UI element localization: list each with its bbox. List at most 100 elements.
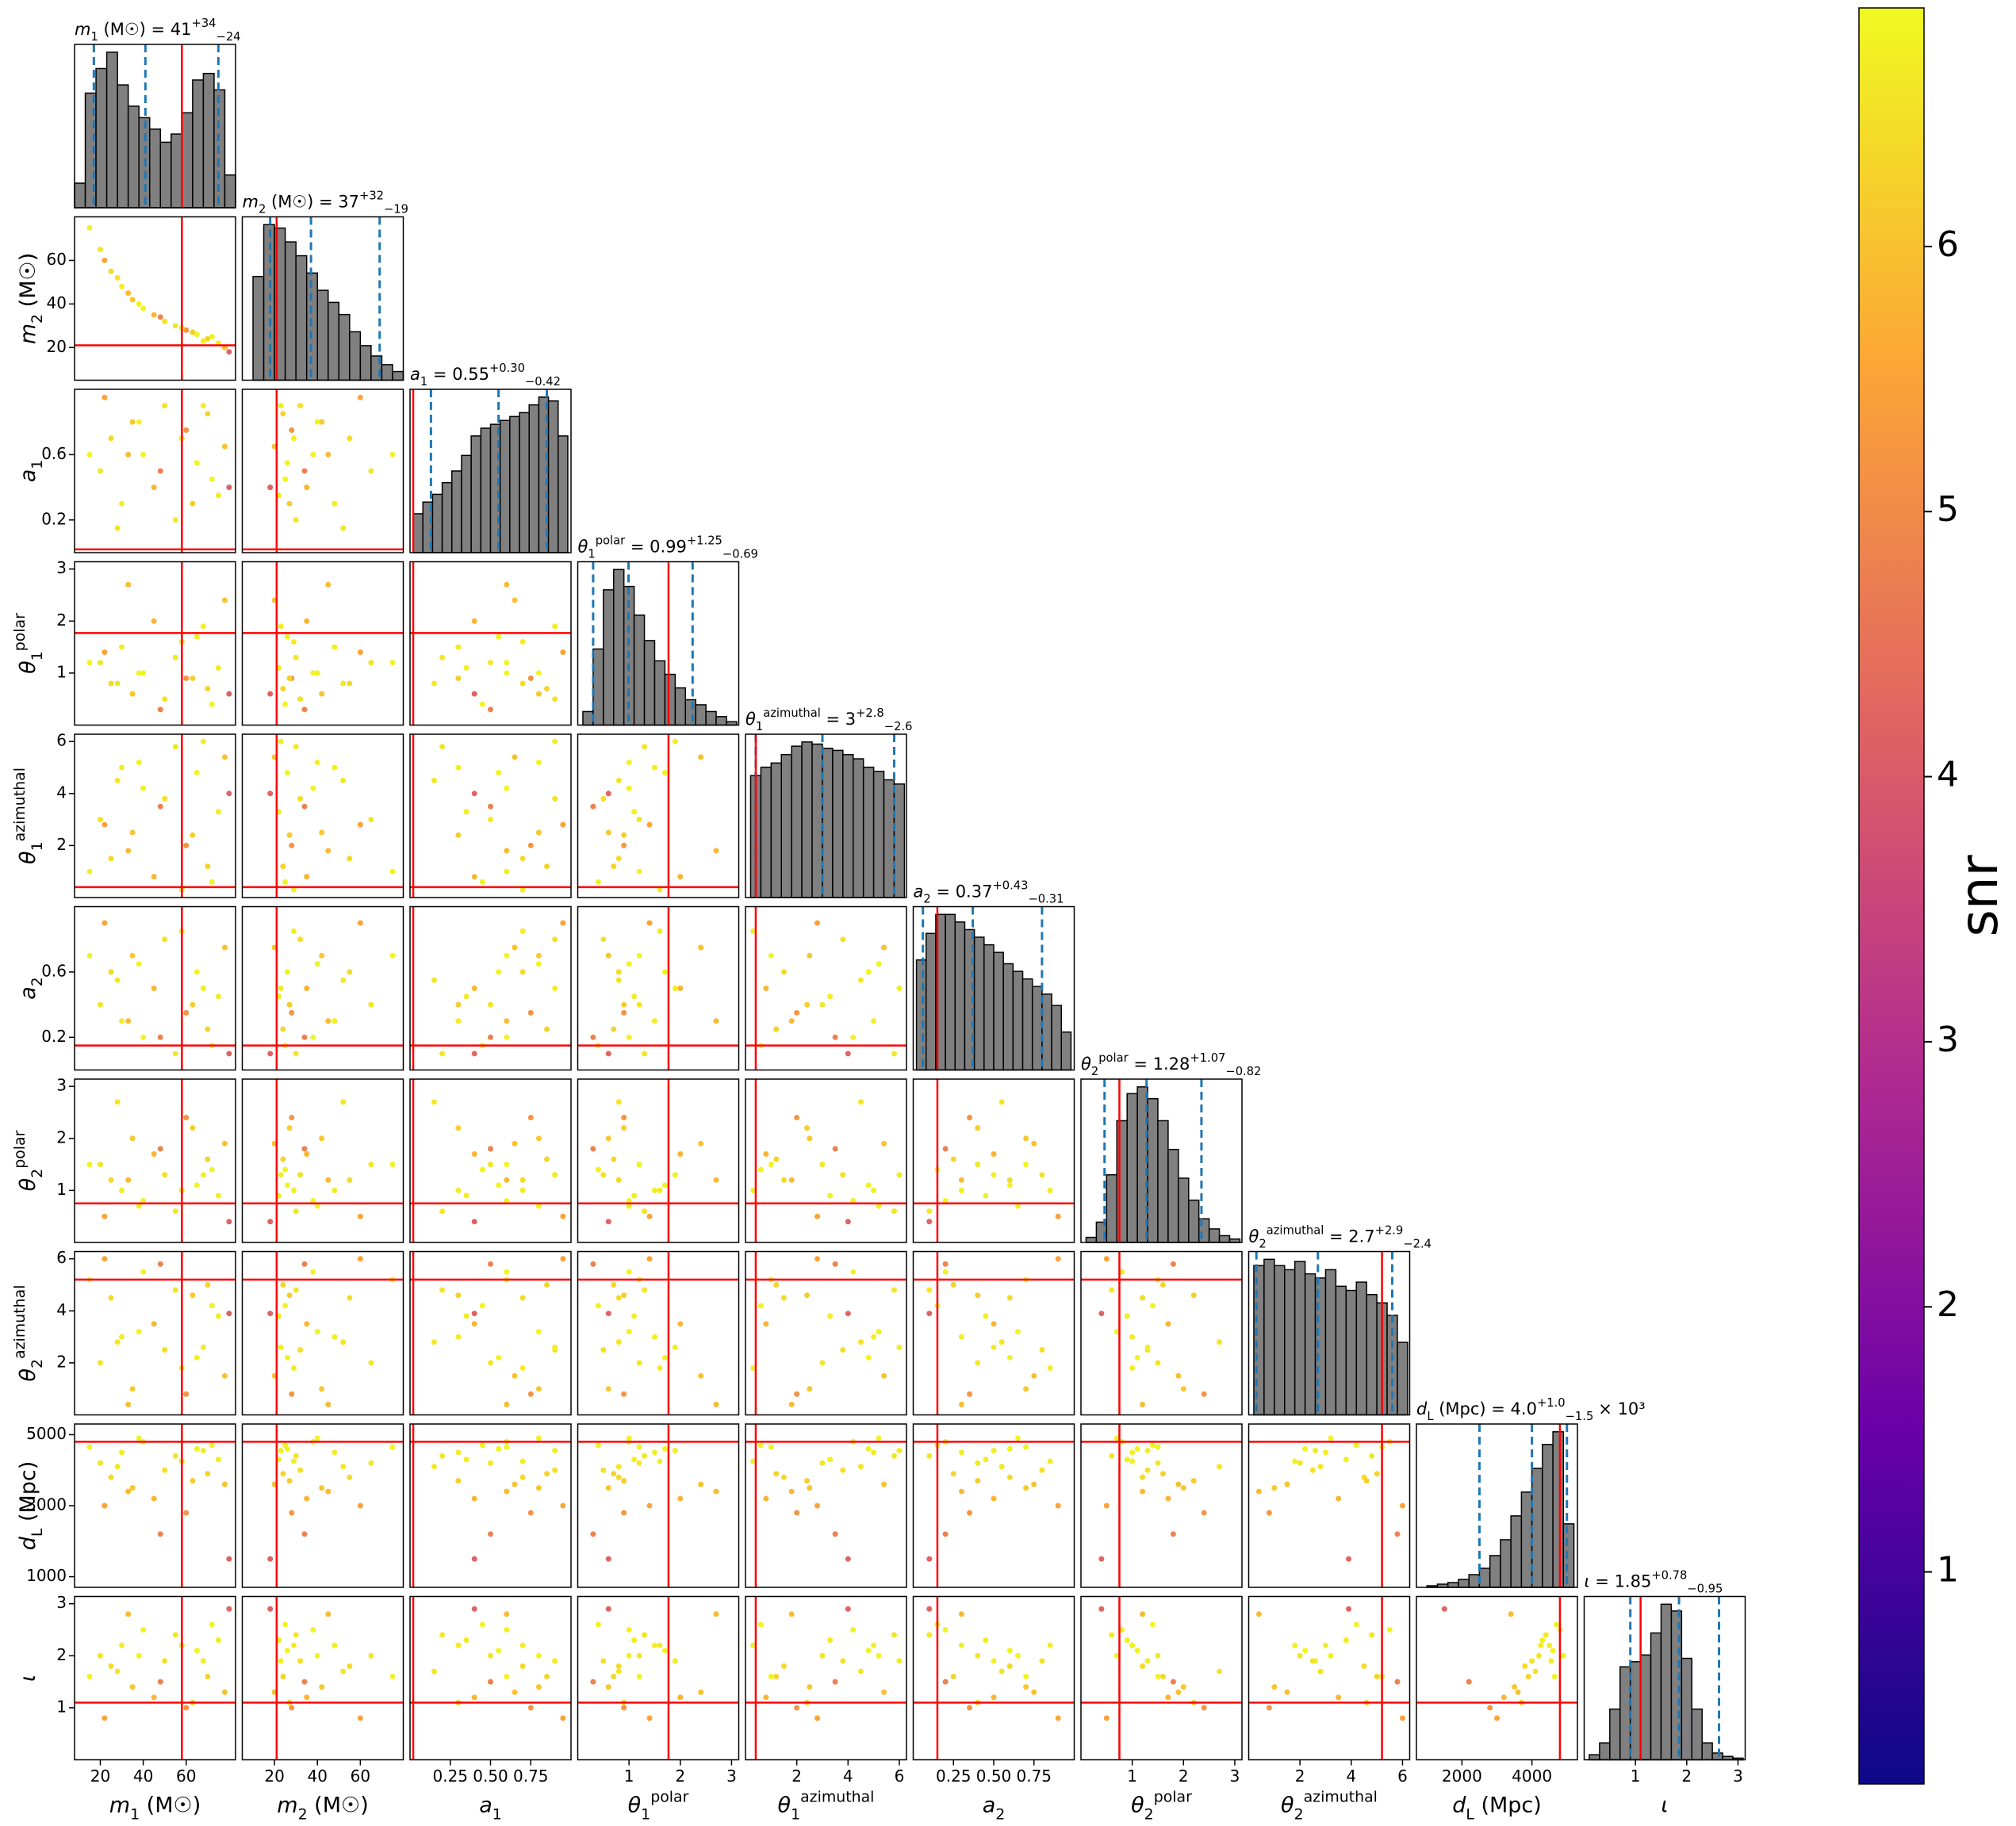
sample-point	[119, 644, 125, 650]
y-axis-label: dL (Mpc)	[16, 1461, 46, 1551]
scatter-panel	[912, 1078, 1075, 1243]
sample-point	[1255, 1611, 1262, 1617]
hist-bar	[811, 743, 823, 898]
hist-bar	[1562, 1523, 1575, 1588]
sample-point	[86, 451, 93, 457]
sample-point	[857, 1464, 864, 1470]
sample-point	[471, 1694, 477, 1701]
sample-point	[1144, 1344, 1151, 1350]
histogram-panel: θ2azimuthal = 2.7+2.9−2.4	[1248, 1223, 1432, 1416]
label-main: θ	[628, 1793, 642, 1817]
sample-point	[289, 1510, 295, 1516]
label-main: d	[1452, 1793, 1466, 1817]
sample-point	[1140, 1295, 1146, 1301]
sample-point	[605, 1135, 611, 1142]
histogram-panel: θ1azimuthal = 3+2.8−2.6	[745, 706, 912, 898]
sample-point	[340, 525, 347, 531]
hist-bar	[973, 936, 985, 1071]
sample-point	[102, 1256, 108, 1262]
sample-point	[713, 1401, 719, 1407]
sample-point	[535, 829, 542, 836]
scatter-panel	[409, 1250, 572, 1416]
sample-point	[840, 1658, 846, 1664]
sample-point	[340, 977, 347, 983]
sample-point	[1055, 1715, 1061, 1721]
sample-point	[768, 1674, 774, 1680]
hist-bar	[1681, 1657, 1693, 1761]
sample-point	[119, 500, 125, 507]
label-sub: 1	[90, 30, 98, 44]
sample-point	[108, 1295, 114, 1301]
sample-point	[151, 1694, 157, 1701]
sample-point	[102, 920, 108, 926]
sample-point	[496, 1182, 502, 1189]
label-main: θ	[578, 538, 588, 557]
estimate-upper: +0.30	[489, 362, 525, 375]
sample-point	[286, 1478, 293, 1484]
sample-point	[310, 1626, 316, 1633]
sample-point	[845, 1051, 851, 1057]
sample-point	[1466, 1679, 1472, 1685]
sample-point	[140, 451, 147, 457]
label-sup: azimuthal	[763, 706, 821, 720]
sample-point	[600, 1172, 607, 1178]
sample-point	[1165, 1495, 1171, 1502]
sample-point	[136, 670, 142, 676]
sample-point	[1023, 1485, 1029, 1491]
sample-point	[605, 829, 611, 836]
sample-point	[713, 1488, 719, 1495]
x-tick-label: 2	[1681, 1767, 1692, 1786]
sample-point	[496, 1354, 502, 1361]
sample-point	[1134, 1648, 1140, 1654]
sample-point	[190, 1478, 196, 1484]
sample-point	[1313, 1448, 1319, 1454]
histogram-panel: a1 = 0.55+0.30−0.42	[409, 362, 572, 553]
sample-point	[1201, 1510, 1207, 1516]
sample-point	[190, 1001, 196, 1008]
sample-point	[129, 691, 136, 697]
title-separator: =	[427, 365, 452, 384]
sample-point	[439, 1051, 446, 1057]
sample-point	[325, 1401, 332, 1407]
sample-point	[1006, 1663, 1013, 1669]
sample-point	[773, 1281, 780, 1288]
sample-point	[1302, 1648, 1309, 1654]
hist-bar	[470, 435, 482, 553]
sample-point	[1217, 1339, 1223, 1346]
sample-point	[605, 952, 611, 959]
sample-point	[827, 993, 834, 1000]
sample-point	[102, 1715, 108, 1721]
sample-point	[998, 1099, 1005, 1105]
hist-bar	[1489, 1555, 1501, 1588]
sample-point	[310, 1034, 316, 1040]
sample-point	[284, 770, 290, 776]
sample-point	[1144, 1658, 1151, 1664]
y-tick-label: 6	[56, 1248, 67, 1267]
panel-title: m2 (M☉) = 37+32−19	[243, 189, 409, 216]
sample-point	[672, 986, 678, 991]
sample-point	[611, 1674, 617, 1680]
sample-point	[535, 670, 542, 676]
sample-point	[1525, 1674, 1531, 1680]
sample-point	[1190, 1292, 1197, 1299]
sample-point	[114, 1464, 121, 1470]
sample-point	[611, 1156, 617, 1162]
hist-bar	[1500, 1539, 1512, 1588]
sample-point	[646, 1503, 653, 1509]
sample-point	[1508, 1611, 1514, 1617]
sample-point	[284, 1354, 290, 1361]
sample-point	[552, 1658, 558, 1664]
sample-point	[698, 1372, 704, 1379]
sample-point	[357, 1256, 363, 1262]
x-axis-label: a1	[479, 1793, 502, 1823]
sample-point	[605, 1051, 611, 1057]
sample-point	[661, 969, 668, 975]
hist-bar	[159, 141, 172, 209]
sample-point	[205, 1281, 211, 1288]
label-main: θ	[745, 710, 756, 729]
sample-point	[140, 1269, 147, 1275]
sample-point	[194, 1354, 200, 1361]
sample-point	[519, 680, 526, 687]
sample-point	[631, 993, 638, 1000]
hist-bar	[832, 749, 844, 898]
